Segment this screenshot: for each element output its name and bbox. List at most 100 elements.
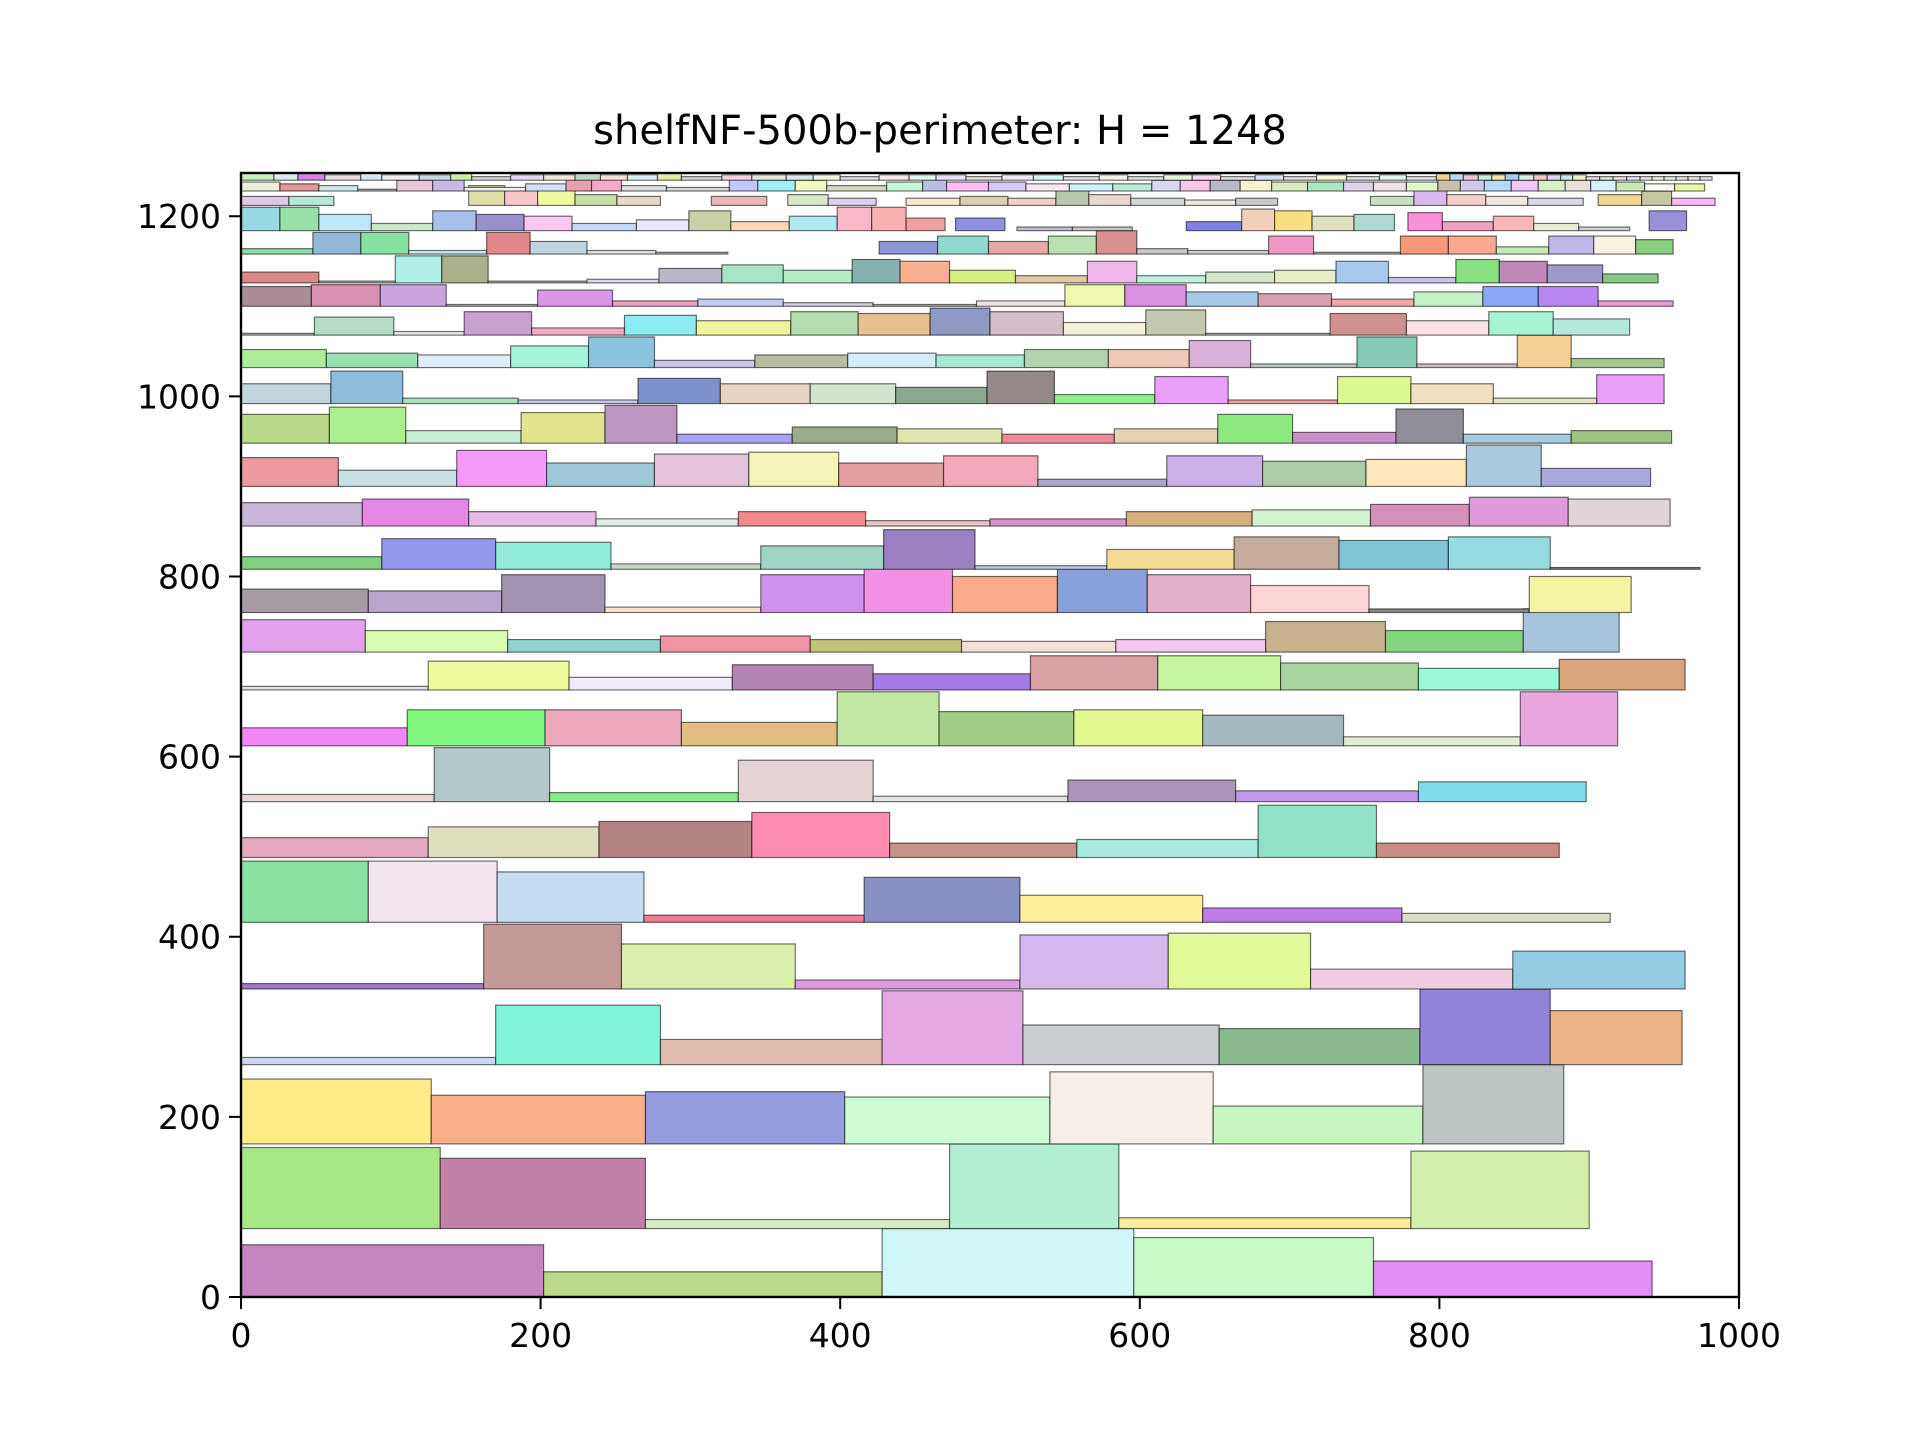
packed-rect-96	[1146, 574, 1252, 614]
packed-rect-239	[1274, 269, 1337, 284]
packed-rect-284	[954, 217, 1006, 232]
packed-rect-219	[1413, 291, 1484, 307]
packed-rect-68	[240, 685, 429, 691]
packed-rect-123	[1567, 498, 1671, 527]
packed-rect-156	[517, 399, 639, 405]
packed-rect-21	[881, 990, 1024, 1066]
packed-rect-407	[1462, 174, 1479, 181]
packed-rect-355	[1405, 181, 1439, 192]
packed-rect-271	[318, 213, 372, 232]
packed-rect-223	[240, 271, 320, 284]
packed-rect-155	[402, 397, 519, 405]
packed-rect-154	[330, 370, 404, 405]
packed-rect-191	[623, 314, 697, 336]
packed-rect-304	[616, 195, 662, 207]
packed-rect-69	[427, 660, 570, 691]
packed-rect-303	[574, 194, 618, 207]
packed-rect-420	[1639, 176, 1653, 181]
packed-rect-352	[1306, 181, 1345, 192]
packed-rect-349	[1209, 179, 1241, 192]
packed-rect-208	[537, 289, 614, 307]
packed-rect-253	[655, 251, 729, 255]
packed-rect-103	[610, 563, 762, 570]
packed-rect-309	[959, 195, 1009, 207]
packed-rect-102	[495, 541, 612, 570]
packed-rect-279	[730, 221, 790, 232]
packed-rect-292	[1407, 212, 1443, 232]
packed-rect-218	[1330, 298, 1415, 307]
packed-rect-256	[987, 240, 1050, 255]
packed-rect-122	[1468, 496, 1569, 527]
packed-rect-199	[1205, 332, 1331, 336]
packed-rect-241	[1387, 276, 1457, 284]
packed-rect-119	[1125, 511, 1253, 527]
packed-rect-216	[1185, 291, 1259, 307]
x-axis: 0 200 400 600 800 1000	[231, 1297, 1781, 1355]
packed-rect-272	[370, 222, 434, 232]
packed-rect-14	[844, 1096, 1051, 1145]
packed-rect-53	[737, 759, 874, 803]
packed-rect-174	[653, 359, 756, 369]
packed-rect-281	[836, 206, 873, 232]
packed-rect-225	[394, 255, 443, 284]
packed-rect-114	[468, 511, 597, 527]
packed-rect-55	[1067, 779, 1237, 803]
packed-rect-275	[523, 215, 573, 232]
packed-rect-351	[1271, 181, 1309, 192]
packed-rect-50	[240, 793, 435, 803]
packed-rect-287	[1185, 221, 1243, 232]
packed-rect-175	[754, 354, 849, 369]
packed-rect-118	[989, 518, 1127, 527]
packed-rect-32	[1309, 968, 1514, 990]
packed-rect-306	[787, 194, 829, 207]
packed-rect-186	[240, 332, 316, 336]
packed-rect-38	[863, 876, 1021, 923]
packed-rect-404	[1405, 176, 1438, 181]
packed-rect-40	[1202, 907, 1403, 923]
packed-rect-210	[697, 298, 784, 307]
packed-rect-15	[1049, 1071, 1214, 1145]
packed-rect-391	[1001, 174, 1035, 181]
packed-rect-183	[1416, 363, 1518, 369]
packed-rect-87	[1522, 608, 1620, 653]
packed-rect-386	[839, 176, 880, 181]
packed-rect-192	[695, 320, 792, 336]
packed-rect-159	[809, 383, 897, 405]
y-tick-label-1000: 1000	[137, 377, 221, 416]
packed-rect-2	[881, 1227, 1135, 1298]
packed-rect-94	[951, 575, 1059, 614]
packed-rect-138	[240, 413, 330, 444]
packed-rect-242	[1455, 258, 1500, 284]
packed-rect-214	[1064, 284, 1126, 307]
packed-rect-3	[1133, 1236, 1375, 1298]
x-tick-label-400: 400	[809, 1316, 872, 1355]
packed-rect-173	[587, 336, 656, 369]
packed-rect-229	[658, 267, 723, 284]
packed-rect-93	[863, 565, 954, 614]
packed-rect-338	[794, 179, 828, 192]
packed-rect-151	[1462, 433, 1572, 444]
packed-rect-95	[1056, 566, 1148, 614]
packed-rect-64	[1073, 709, 1204, 747]
packed-rect-171	[417, 354, 512, 369]
packed-rect-302	[537, 188, 576, 207]
packed-rect-61	[680, 721, 838, 747]
packed-rect-409	[1491, 174, 1506, 181]
y-tick-label-200: 200	[158, 1098, 221, 1137]
packed-rect-342	[945, 181, 990, 192]
packed-rect-137	[1540, 467, 1652, 488]
packed-rect-90	[501, 574, 606, 614]
packed-rect-307	[827, 197, 877, 207]
packed-rect-400	[1283, 176, 1318, 181]
packed-rect-59	[406, 709, 546, 747]
packed-rect-263	[1399, 235, 1449, 255]
packed-rect-213	[975, 300, 1066, 307]
packed-rect-331	[525, 183, 567, 192]
packed-rect-178	[1023, 348, 1109, 369]
packed-rect-326	[318, 185, 359, 192]
packed-rect-419	[1626, 176, 1641, 181]
packed-rect-379	[626, 174, 659, 181]
chart-title: shelfNF-500b-perimeter: H = 1248	[593, 108, 1287, 154]
packed-rect-325	[279, 183, 320, 192]
